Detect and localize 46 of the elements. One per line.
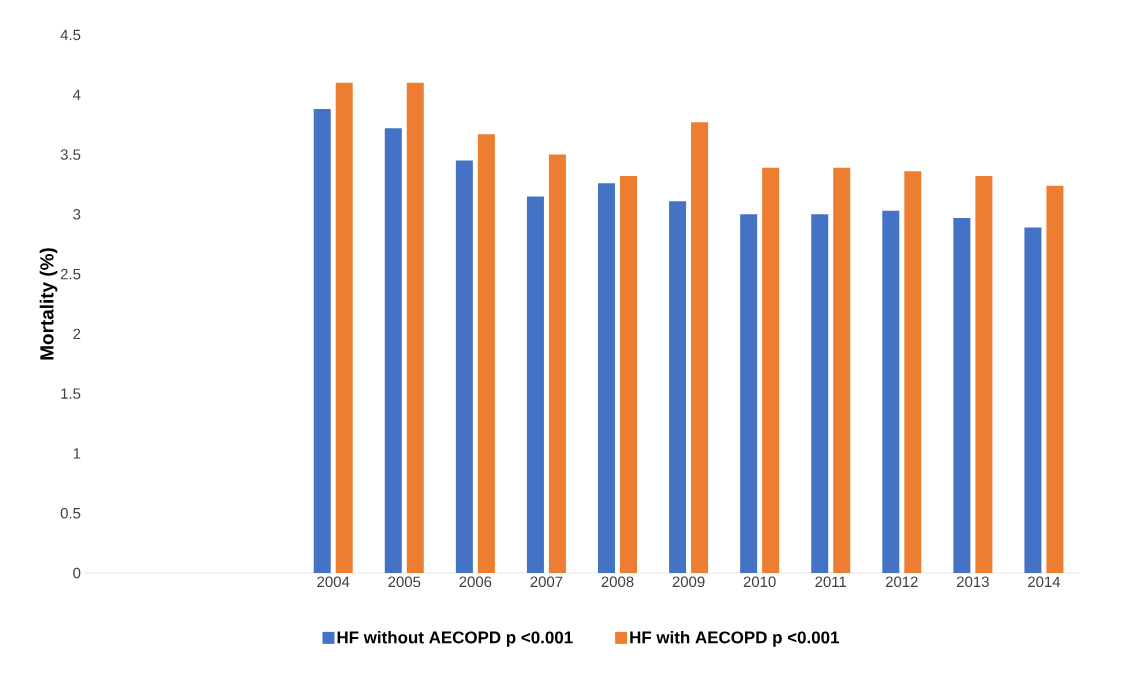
y-tick-label: 1 (73, 448, 81, 459)
y-tick-label: 0.5 (60, 507, 81, 519)
bar (669, 201, 687, 573)
y-tick-label: 3.5 (60, 149, 81, 160)
bar (313, 109, 331, 573)
bar (1046, 185, 1064, 573)
bar (762, 167, 780, 573)
y-tick-label: 2.5 (60, 268, 81, 280)
x-tick-label: 2006 (459, 576, 492, 588)
bar (811, 214, 829, 573)
x-tick-label: 2010 (743, 576, 776, 588)
x-tick-label: 2007 (530, 576, 563, 588)
x-tick-label: 2014 (1028, 576, 1061, 588)
bar (904, 171, 922, 573)
y-tick-label: 2 (73, 328, 81, 340)
y-tick-label: 4.5 (60, 29, 81, 41)
bar (1024, 227, 1042, 573)
y-tick-label: 4 (72, 89, 81, 100)
bar (953, 217, 971, 573)
y-tick-label: 1.5 (61, 388, 81, 399)
x-tick-label: 2012 (885, 576, 918, 588)
x-tick-label: 2009 (672, 576, 705, 588)
bar (455, 160, 473, 573)
bar (882, 210, 900, 573)
bar (975, 176, 993, 573)
bar (740, 214, 758, 573)
y-tick-label: 0 (73, 567, 81, 579)
x-tick-label: 2008 (601, 576, 634, 588)
x-tick-label: 2013 (957, 576, 989, 588)
bar (406, 82, 424, 573)
bar (833, 167, 851, 573)
bar (335, 82, 353, 573)
legend-label: HF without AECOPD p <0.001 (337, 630, 573, 647)
x-tick-label: 2011 (815, 576, 847, 588)
bar (526, 196, 544, 573)
bar (620, 176, 638, 573)
bar (548, 154, 566, 573)
y-axis-title: Mortality (%) (39, 248, 58, 360)
y-tick-label: 3 (73, 209, 81, 220)
x-tick-label: 2005 (388, 576, 421, 588)
bar (384, 128, 402, 573)
legend-label: HF with AECOPD p <0.001 (630, 630, 839, 647)
x-tick-label: 2004 (317, 576, 350, 588)
bar (598, 183, 616, 573)
bar (691, 122, 709, 573)
bar (477, 134, 495, 573)
